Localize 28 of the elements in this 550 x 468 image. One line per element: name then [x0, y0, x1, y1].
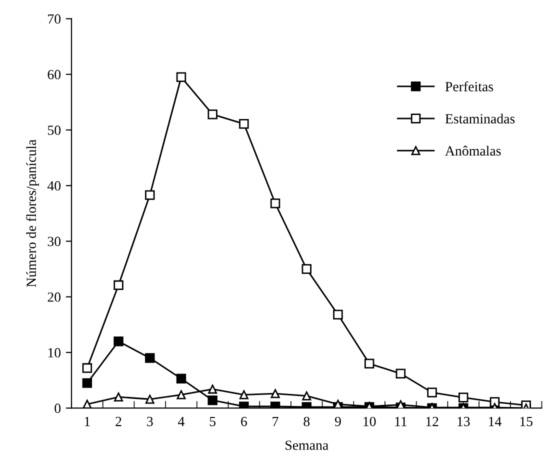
x-tick-label: 9 [334, 416, 341, 426]
y-tick-label: 30 [48, 236, 61, 246]
legend-label: Anômalas [445, 146, 501, 156]
legend-label: Estaminadas [445, 114, 515, 124]
x-tick-label: 1 [84, 416, 90, 426]
y-tick-label: 60 [48, 70, 61, 80]
y-tick-label: 0 [54, 404, 61, 414]
x-tick-label: 4 [178, 416, 184, 426]
x-tick-label: 15 [520, 416, 532, 426]
y-tick-label: 70 [48, 14, 61, 24]
x-tick-label: 13 [458, 416, 470, 426]
x-axis-title: Semana [286, 440, 328, 450]
x-tick-label: 12 [426, 416, 438, 426]
y-tick-label: 40 [47, 181, 61, 191]
y-axis-title: Número de flores/panícula [26, 140, 39, 288]
x-tick-label: 3 [147, 416, 153, 426]
x-tick-label: 8 [304, 416, 310, 426]
x-tick-label: 14 [489, 416, 502, 426]
x-tick-label: 6 [241, 416, 247, 426]
x-tick-label: 10 [364, 416, 376, 426]
legend-label: Perfeitas [445, 81, 494, 92]
x-tick-label: 11 [395, 416, 407, 426]
x-tick-label: 5 [210, 416, 216, 426]
x-tick-label: 7 [272, 416, 278, 426]
y-tick-label: 10 [48, 348, 61, 358]
y-tick-label: 50 [48, 126, 61, 135]
y-tick-label: 20 [48, 292, 61, 302]
x-tick-label: 2 [116, 416, 122, 426]
